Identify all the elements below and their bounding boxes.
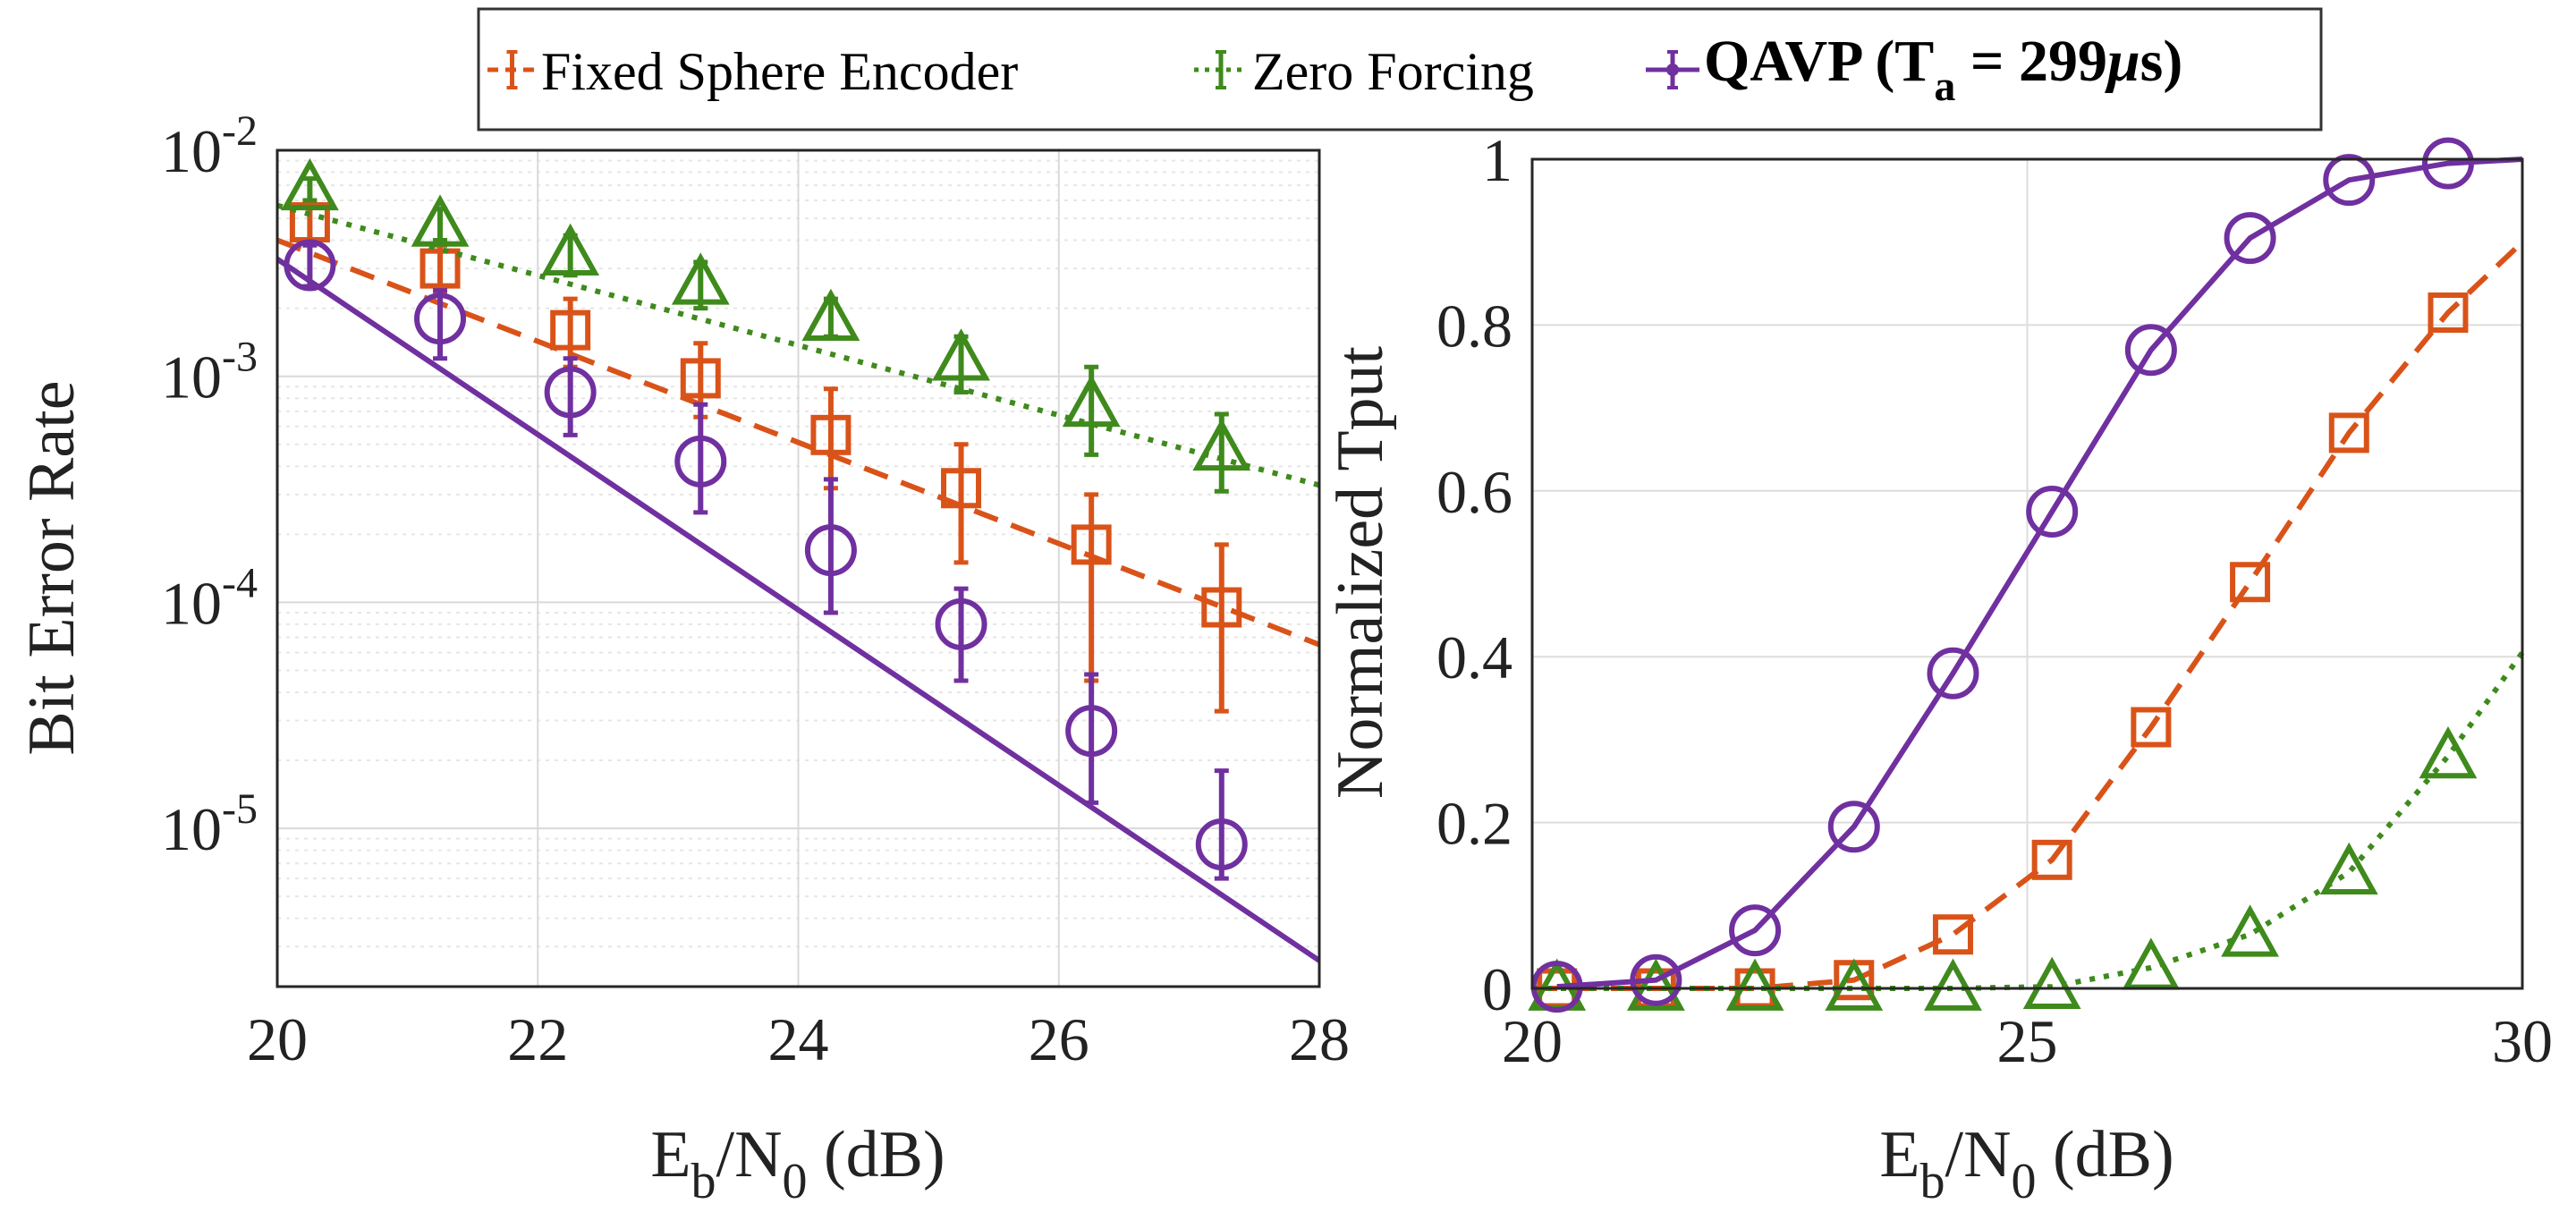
tput-line-qavp [1556, 157, 2523, 990]
legend-label-zf: Zero Forcing [1252, 42, 1534, 101]
legend-entry-zf [1194, 50, 1248, 89]
tput-ytick-label: 0.4 [1436, 623, 1513, 691]
legend-label-qavp: QAVP (Ta = 299μs) [1704, 29, 2182, 110]
ber-marker-zf [541, 223, 600, 276]
tput-marker-qavp [1927, 647, 1979, 699]
ber-marker-fse [941, 468, 982, 509]
ber-ytick-label: 10-4 [161, 559, 258, 637]
ber-marker-zf [932, 328, 990, 381]
tput-ylabel: Normalized Tput [1324, 345, 1397, 799]
tput-ytick-label: 0 [1482, 955, 1513, 1023]
tput-line-fse [1532, 240, 2525, 991]
ber-marker-fse [550, 309, 591, 351]
ber-marker-zf [671, 252, 730, 305]
ber-marker-qavp [674, 435, 727, 487]
tput-marker-qavp [1827, 801, 1880, 853]
ber-marker-qavp [1065, 705, 1118, 758]
ber-marker-qavp [935, 598, 987, 650]
tput-marker-qavp [1530, 961, 1583, 1013]
ber-xtick-label: 20 [247, 1005, 308, 1073]
ber-xtick-label: 26 [1029, 1005, 1089, 1073]
tput-marker-fse [2131, 707, 2172, 748]
ber-marker-qavp [414, 292, 467, 345]
tput-grid [1531, 158, 2523, 989]
legend-entry-fse [487, 50, 537, 89]
tput-marker-qavp [2124, 324, 2177, 377]
tput-marker-qavp [1630, 954, 1682, 1006]
ber-line-qavp [275, 257, 1321, 963]
ber-series [275, 157, 1321, 963]
tput-marker-qavp [2421, 137, 2474, 190]
tput-ytick-label: 0.6 [1436, 458, 1513, 526]
ber-tick-labels: 20 22 24 26 28 10-2 10-3 10-4 10-5 [161, 107, 1350, 1073]
ber-chart: 20 22 24 26 28 10-2 10-3 10-4 10-5 Bit Error Rat… [15, 107, 1350, 1209]
tput-marker-zf [1825, 958, 1884, 1011]
ber-marker-fse [680, 358, 721, 399]
tput-xlabel: Eb/N0 (dB) [1879, 1118, 2174, 1209]
tput-tick-labels: 20 25 30 0 0.2 0.4 0.6 0.8 1 [1436, 126, 2553, 1075]
ber-marker-qavp [544, 366, 597, 419]
ber-ylabel: Bit Error Rate [15, 380, 89, 755]
tput-axes-box [1530, 157, 2524, 990]
tput-marker-zf [2122, 937, 2181, 990]
tput-xtick-label: 20 [1502, 1007, 1563, 1075]
tput-marker-qavp [2224, 212, 2276, 265]
ber-marker-zf [281, 157, 339, 211]
tput-marker-zf [2022, 956, 2081, 1009]
ber-marker-zf [411, 194, 470, 247]
tput-ytick-label: 1 [1482, 126, 1513, 194]
tput-marker-zf [1924, 958, 1982, 1011]
tput-marker-zf [2319, 842, 2378, 895]
ber-marker-fse [419, 248, 461, 289]
legend-dot-qavp [1666, 64, 1679, 76]
ber-xlabel: Eb/N0 (dB) [650, 1118, 945, 1209]
legend-entry-qavp [1646, 50, 1699, 89]
tput-marker-qavp [2323, 154, 2376, 207]
tput-marker-qavp [2026, 485, 2079, 538]
tput-xtick-label: 25 [1997, 1007, 2058, 1075]
ber-marker-zf [801, 288, 860, 342]
ber-axes-box [275, 148, 1321, 988]
tput-marker-fse [2230, 562, 2271, 603]
tput-marker-qavp [1729, 904, 1782, 957]
tput-marker-zf [2419, 725, 2478, 779]
ber-grid [276, 149, 1320, 987]
ber-marker-qavp [1195, 818, 1248, 870]
ber-marker-qavp [284, 239, 336, 292]
ber-marker-zf [1062, 374, 1121, 428]
ber-marker-qavp [804, 524, 857, 577]
legend: Fixed Sphere Encoder Zero Forcing QAVP (… [477, 7, 2323, 131]
ber-ytick-label: 10-3 [161, 334, 258, 411]
ber-marker-zf [1192, 418, 1251, 471]
legend-label-fse: Fixed Sphere Encoder [541, 42, 1018, 101]
tput-chart: 20 25 30 0 0.2 0.4 0.6 0.8 1 Normalized Tput Eb/… [1324, 126, 2553, 1209]
ber-marker-fse [1071, 524, 1112, 565]
ber-marker-fse [1201, 587, 1242, 628]
legend-box [477, 7, 2323, 131]
tput-marker-fse [2031, 839, 2072, 880]
ber-xtick-label: 24 [768, 1005, 829, 1073]
tput-marker-fse [2328, 412, 2369, 453]
tput-marker-zf [2221, 904, 2279, 957]
ber-marker-fse [810, 414, 852, 455]
ber-ytick-label: 10-5 [161, 785, 258, 863]
tput-xtick-label: 30 [2492, 1007, 2553, 1075]
tput-marker-zf [1626, 958, 1685, 1011]
tput-marker-fse [1932, 914, 1973, 955]
ber-ytick-label: 10-2 [161, 107, 258, 185]
tput-marker-fse [2428, 292, 2469, 333]
tput-ytick-label: 0.8 [1436, 292, 1513, 360]
ber-xtick-label: 22 [507, 1005, 568, 1073]
ber-line-fse [275, 237, 1321, 648]
tput-marker-zf [1725, 958, 1784, 1011]
ber-xtick-label: 28 [1289, 1005, 1350, 1073]
tput-ytick-label: 0.2 [1436, 790, 1513, 858]
